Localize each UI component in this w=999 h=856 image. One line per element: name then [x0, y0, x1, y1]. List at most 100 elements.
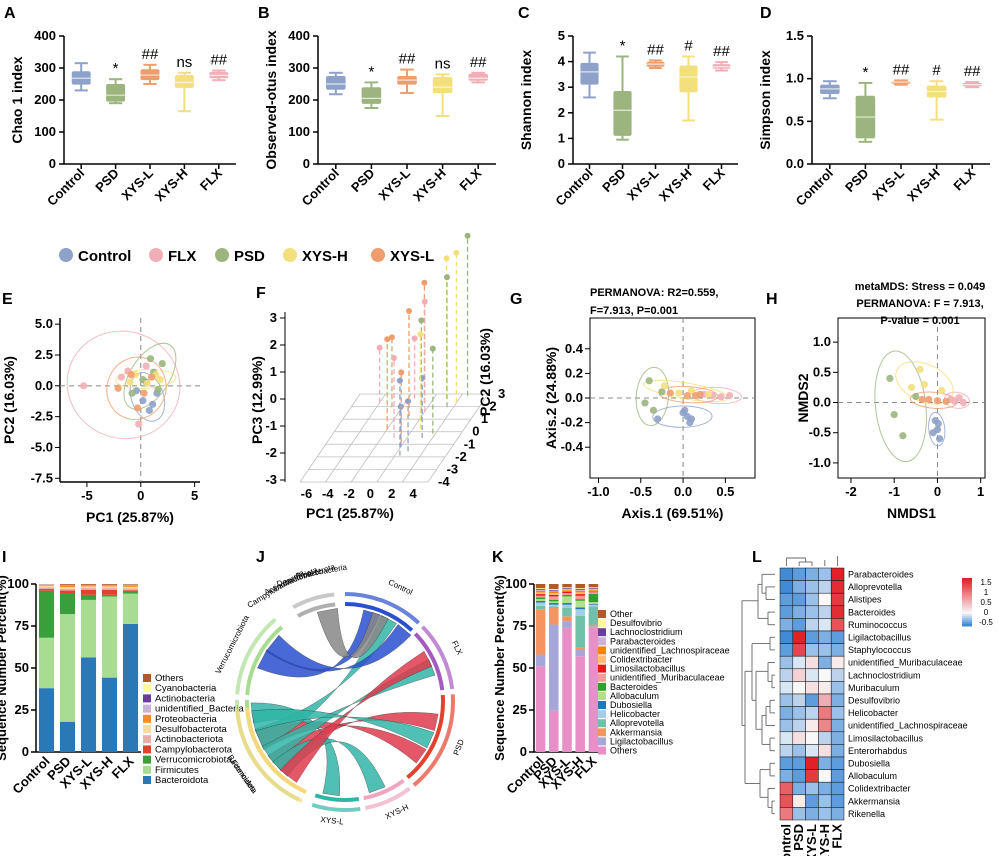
heat-cell — [830, 718, 845, 733]
y-tick-label: 1 — [558, 130, 565, 145]
bar-segment-others — [562, 627, 572, 752]
significance-mark: * — [113, 60, 119, 77]
x-tick-label: Control — [44, 166, 87, 209]
heat-cell — [818, 693, 832, 707]
bar-segment-dubosiella — [535, 600, 546, 603]
heat-cell — [805, 605, 819, 619]
bar-segment-actinobacteriota — [38, 587, 55, 590]
heat-cell — [779, 605, 794, 619]
ellipse-control — [652, 405, 713, 428]
legend-label: Desulfobacterota — [155, 724, 228, 735]
bar-segment-others — [535, 666, 546, 752]
legend-swatch — [598, 619, 606, 628]
bar-segment-dubosiella — [562, 603, 572, 605]
y-tick-label: 5.0 — [35, 316, 53, 331]
legend-label: unidentified_Muribaculaceae — [610, 673, 725, 683]
heat-cell — [779, 580, 794, 594]
bar-segment-parabacteroides — [535, 589, 546, 591]
heat-cell — [805, 769, 819, 783]
outer-ring-xys-l — [311, 802, 361, 812]
observed-otus-boxplot: 400 300 200 100 0 Observed-otus index Control *… — [263, 28, 496, 209]
y-tick-label: 200 — [288, 92, 310, 107]
x-tick-label: -0.5 — [630, 484, 652, 499]
row-label: Bacteroides — [848, 607, 896, 617]
heat-cell — [792, 744, 806, 758]
y-tick-label: 0.5 — [813, 364, 831, 379]
bar-segment-others — [59, 584, 76, 585]
sector-label: Verrucomicrobiota — [214, 613, 252, 675]
ring-segment-control — [345, 602, 414, 632]
legend-label: unidentified_Bacteria — [155, 704, 244, 715]
point-xys-h — [920, 380, 929, 389]
point-psd — [890, 411, 898, 419]
heat-cell — [779, 769, 794, 783]
heat-cell — [818, 643, 832, 657]
y-tick-label: -5.0 — [31, 439, 53, 454]
legend-swatch — [143, 735, 151, 744]
heat-cell — [818, 567, 832, 581]
heat-cell — [805, 718, 819, 733]
chao1-boxplot: 400 300 200 100 0 Chao 1 index Control * PSD ## XY… — [9, 28, 236, 209]
point-control — [149, 400, 157, 408]
ellipse-control — [928, 411, 946, 447]
row-label: Staphylococcus — [848, 645, 912, 655]
row-label: Limosilactobacillus — [848, 733, 924, 743]
x-tick-label: 0 — [934, 484, 941, 499]
stats-annotation: F=7.913, P=0.001 — [590, 305, 678, 317]
heat-cell — [779, 731, 794, 745]
point-control — [654, 415, 662, 423]
legend-label: Others — [155, 673, 184, 684]
row-label: Dubosiella — [848, 759, 890, 769]
ellipse-flx — [66, 330, 181, 440]
y-tick-label: 100 — [288, 124, 310, 139]
bar-segment-desulfovibrio — [549, 588, 559, 590]
legend-swatch — [598, 728, 606, 737]
ellipse-xys-h — [115, 368, 177, 389]
box-psd — [106, 84, 126, 102]
y-tick-label: -1 — [464, 436, 476, 451]
point-xys-h — [687, 387, 696, 395]
point-psd — [641, 399, 649, 407]
x-tick-label: 0.5 — [716, 484, 734, 499]
x-tick-label: PSD — [92, 166, 122, 196]
bar-segment-desulfobacterota — [59, 587, 76, 589]
x-tick-label: XYS-H — [152, 166, 191, 205]
legend-swatch — [598, 682, 606, 691]
significance-mark: ## — [210, 52, 227, 69]
legend-swatch — [143, 745, 151, 754]
heat-cell — [792, 655, 806, 670]
row-label: Muribaculum — [848, 683, 900, 693]
bar-segment-campylobacterota — [101, 589, 118, 595]
bar-segment-alloprevotella — [588, 606, 599, 625]
point-xys-h — [704, 390, 713, 398]
color-scale-step — [962, 580, 972, 583]
color-scale-step — [962, 606, 972, 609]
bar-segment-unidentified_muribaculaceae — [549, 596, 559, 600]
bar-segment-unidentified_muribaculaceae — [562, 593, 572, 595]
point-xys-h — [916, 365, 924, 373]
bar-segment-proteobacteria — [38, 584, 55, 586]
heat-cell — [805, 655, 819, 670]
shannon-boxplot: 5 4 3 2 1 0 Shannon index Control * PSD ## XYS-L # XY… — [518, 28, 738, 209]
point-flx — [391, 355, 397, 361]
heat-cell — [818, 630, 832, 644]
bar-segment-alloprevotella — [562, 608, 572, 617]
heat-cell — [779, 807, 794, 821]
point-xys-h — [417, 331, 424, 338]
bar-segment-allobaculum — [562, 596, 572, 604]
row-label: unidentified_Lachnospiraceae — [848, 721, 968, 731]
heat-cell — [818, 807, 832, 821]
bar-segment-actinobacteriota — [122, 588, 139, 591]
color-scale-step — [962, 620, 972, 623]
bar-segment-bacteroides — [549, 599, 559, 602]
stats-annotation: P-value = 0.001 — [880, 315, 959, 327]
y-tick-label: -0.4 — [561, 439, 584, 454]
floor-grid-line — [402, 393, 463, 483]
y-axis-label: Observed-otus index — [263, 30, 279, 169]
x-tick-label: 2 — [388, 486, 395, 501]
point-psd — [429, 345, 436, 352]
bar-segment-dubosiella — [588, 603, 599, 605]
point-psd — [444, 274, 450, 281]
legend-swatch — [598, 710, 606, 719]
